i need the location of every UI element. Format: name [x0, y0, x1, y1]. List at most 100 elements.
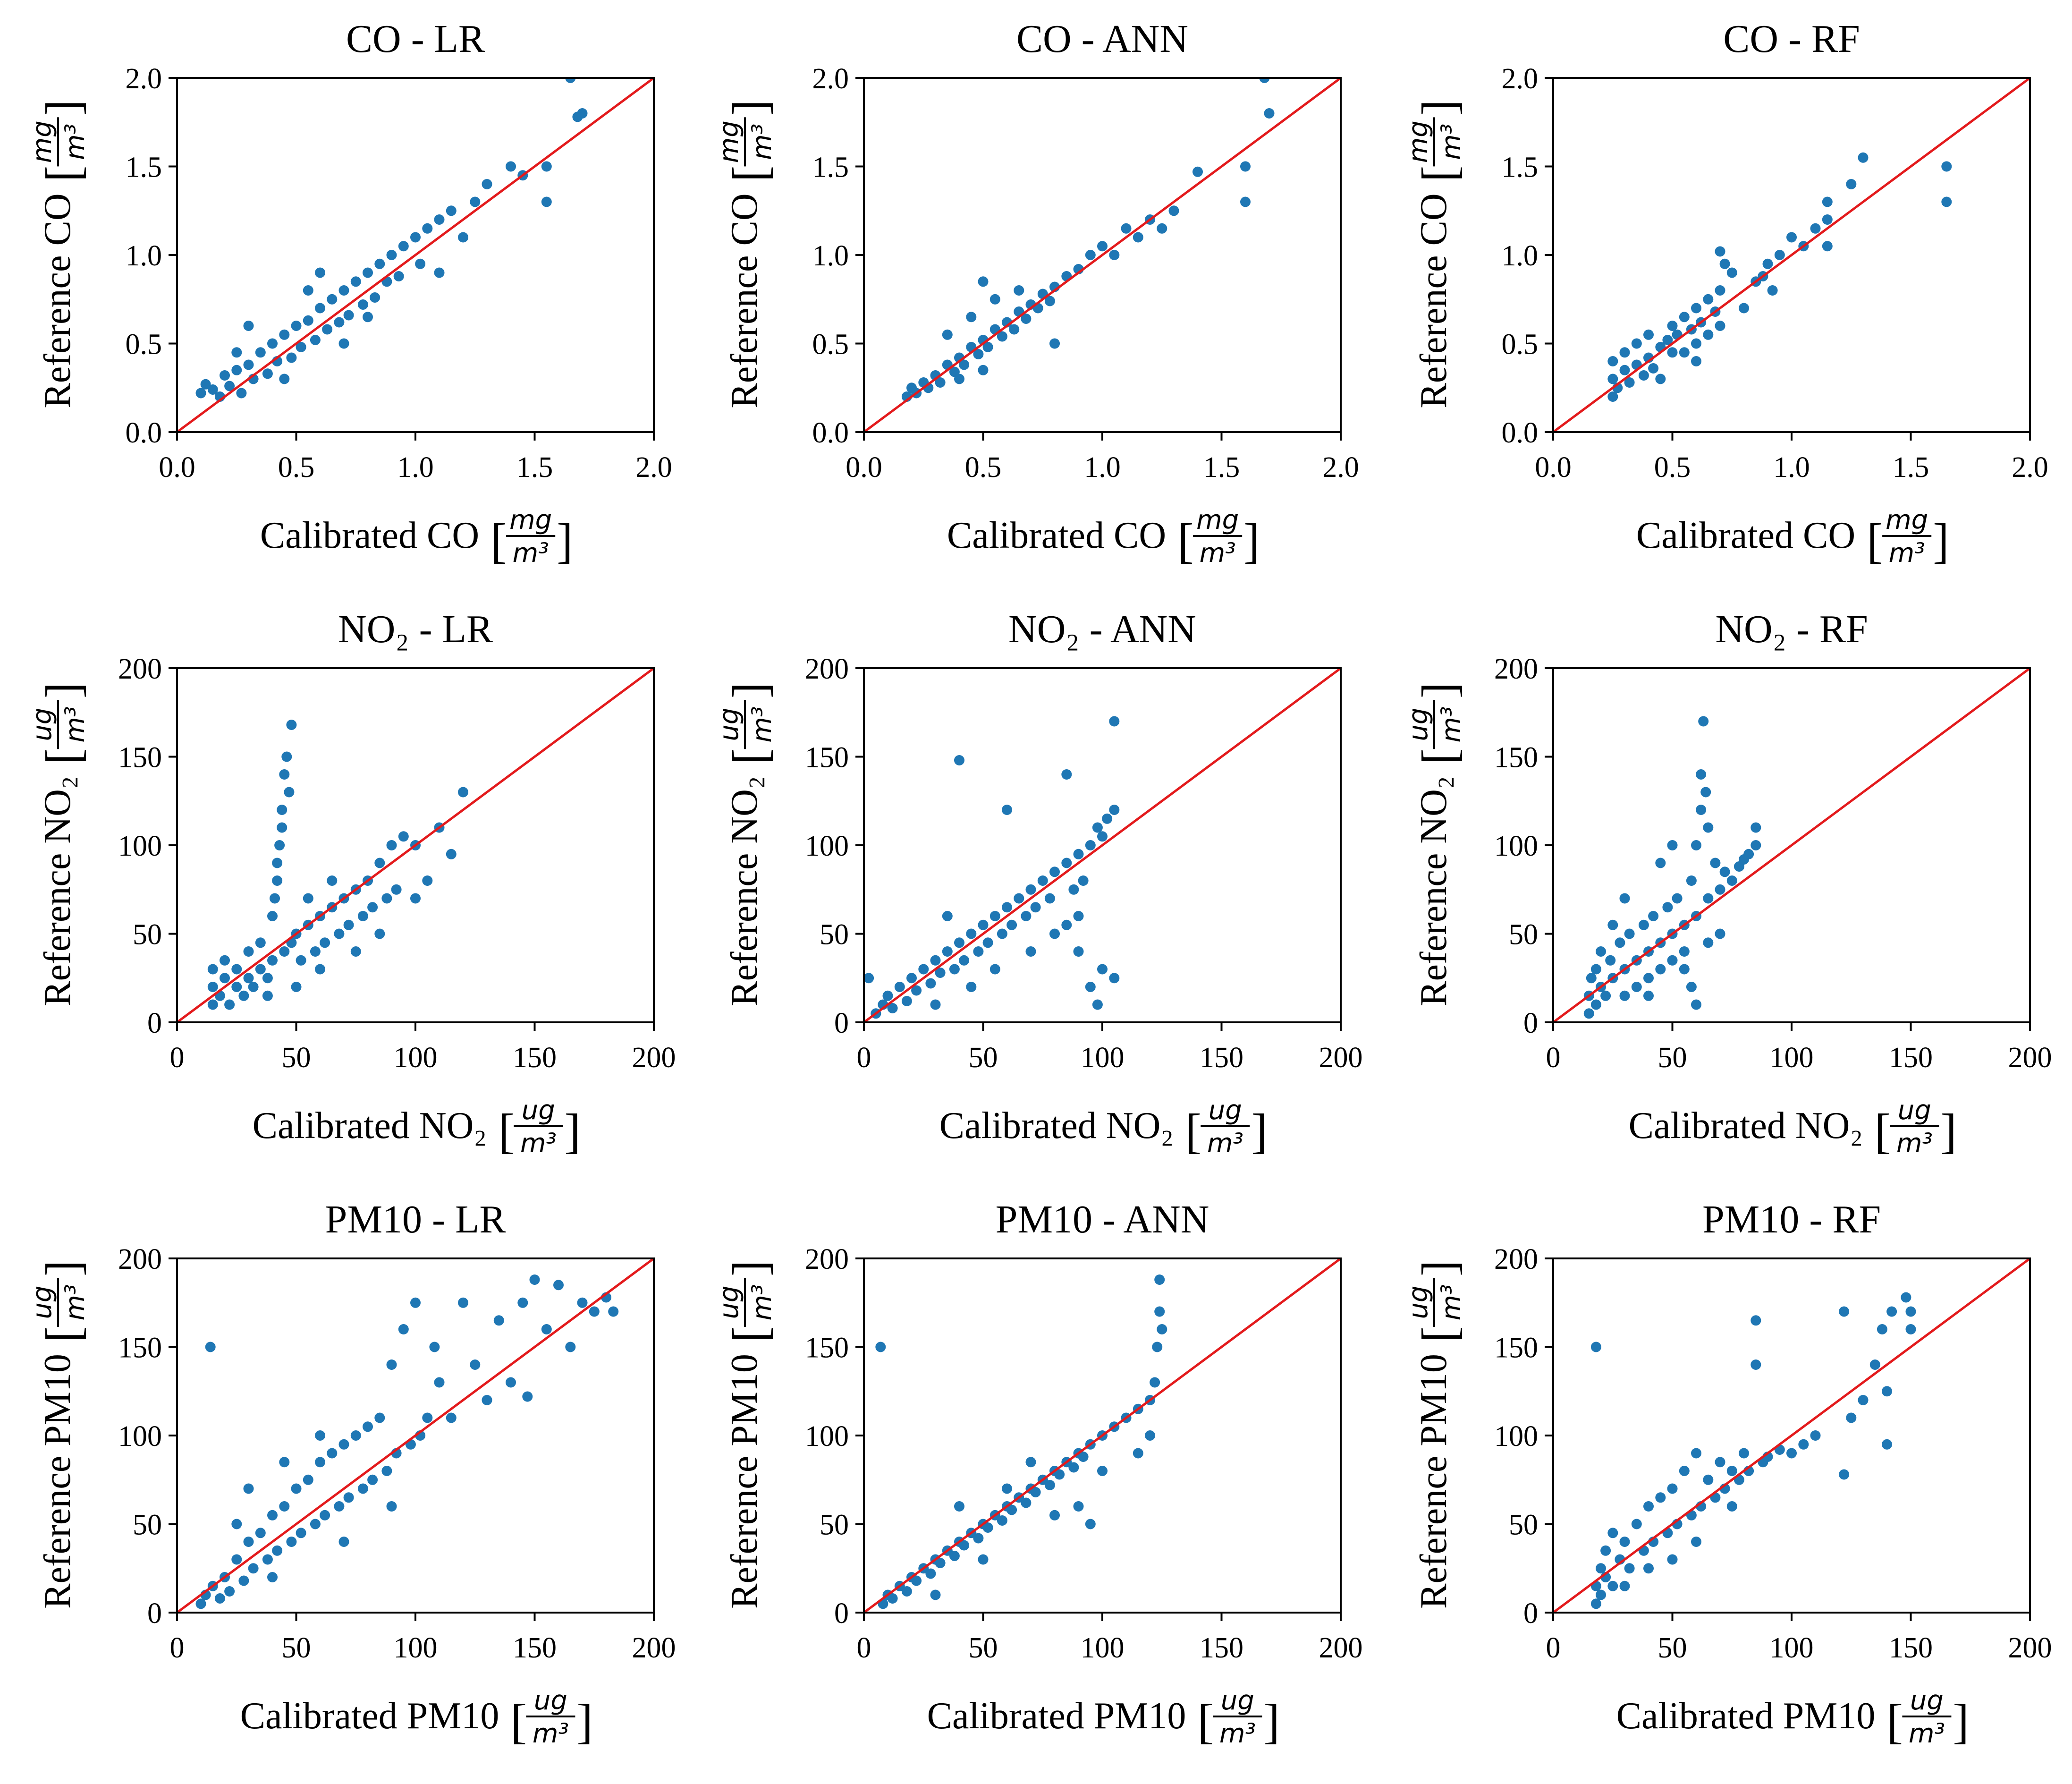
unit-bracket-left: [	[723, 166, 777, 182]
data-point	[1624, 377, 1635, 388]
data-point	[224, 1586, 235, 1597]
data-point	[1858, 152, 1869, 163]
data-point	[1009, 324, 1020, 335]
unit-bracket-right: ]	[557, 514, 573, 568]
unit-numerator: ug	[1910, 1685, 1944, 1716]
data-point	[291, 982, 302, 992]
data-point	[1264, 108, 1275, 119]
data-point	[1667, 347, 1678, 358]
y-tick-label: 50	[1509, 1509, 1538, 1541]
unit-bracket-left: [	[491, 514, 507, 568]
unit-numerator: mg	[1196, 505, 1239, 535]
data-point	[935, 377, 946, 388]
unit-numerator: ug	[1221, 1685, 1254, 1716]
data-point	[1679, 312, 1690, 323]
scatter-points	[875, 1274, 1167, 1609]
data-point	[1662, 335, 1673, 345]
data-point	[1068, 884, 1079, 895]
data-point	[386, 1359, 397, 1370]
y-tick-label: 150	[118, 1332, 162, 1364]
data-point	[1631, 1519, 1642, 1529]
data-point	[320, 937, 330, 948]
data-point	[1662, 902, 1673, 913]
data-point	[236, 388, 247, 399]
data-point	[942, 329, 953, 340]
unit-bracket-right: ]	[723, 100, 777, 116]
data-point	[1726, 267, 1737, 278]
data-point	[310, 946, 321, 957]
data-point	[1021, 911, 1032, 921]
unit-bracket-left: [	[1412, 748, 1466, 765]
x-tick-label: 0.5	[278, 451, 315, 484]
y-tick-label: 50	[133, 1509, 162, 1541]
unit-bracket-right: ]	[723, 1260, 777, 1276]
data-point	[1605, 955, 1616, 966]
unit-bracket-right: ]	[564, 1104, 581, 1158]
data-point	[1703, 893, 1714, 904]
y-axis-label: Reference NO₂ [ug m³]	[1403, 682, 1467, 1006]
unit-bracket-left: [	[498, 1104, 515, 1158]
data-point	[1586, 973, 1597, 984]
unit-bracket-right: ]	[723, 682, 777, 699]
data-point	[1751, 840, 1761, 850]
reference-line	[1553, 78, 2030, 432]
data-point	[1679, 1466, 1690, 1476]
data-point	[1097, 241, 1108, 252]
data-point	[279, 374, 290, 384]
data-point	[930, 1589, 941, 1600]
data-point	[482, 179, 492, 189]
data-point	[1085, 1519, 1096, 1529]
data-point	[1002, 902, 1012, 913]
data-point	[1698, 716, 1709, 727]
subplot-5: NO₂ - RF 0 50 100 150 200 0 50 100 150 200 Calibrat…	[1403, 607, 2052, 1159]
x-tick-label: 200	[632, 1042, 676, 1074]
y-tick-label: 0.0	[812, 417, 849, 449]
data-point	[1882, 1439, 1892, 1450]
data-point	[1025, 1457, 1036, 1468]
data-point	[1619, 365, 1630, 375]
data-point	[1901, 1292, 1911, 1303]
x-tick-label: 100	[1770, 1632, 1814, 1664]
y-tick-label: 0	[147, 1597, 162, 1630]
data-point	[1607, 356, 1618, 366]
data-point	[1798, 1439, 1809, 1450]
data-point	[343, 310, 354, 321]
y-axis-label-text: Reference CO	[37, 193, 78, 408]
data-point	[997, 331, 1007, 342]
unit-bracket-right: ]	[1412, 100, 1466, 116]
data-point	[973, 349, 984, 359]
data-point	[367, 1474, 378, 1485]
data-point	[1703, 937, 1714, 948]
data-point	[1025, 884, 1036, 895]
data-point	[296, 342, 306, 352]
data-point	[470, 196, 481, 207]
data-point	[1710, 858, 1721, 868]
data-point	[989, 964, 1000, 975]
x-tick-label: 50	[282, 1632, 311, 1664]
y-tick-label: 1.5	[812, 152, 849, 184]
data-point	[410, 1297, 421, 1308]
unit-bracket-left: [	[723, 1326, 777, 1342]
data-point	[303, 893, 313, 904]
data-point	[577, 1297, 588, 1308]
x-tick-label: 0.0	[1535, 451, 1572, 484]
x-tick-label: 50	[969, 1632, 998, 1664]
data-point	[1631, 982, 1642, 992]
unit-denominator: m³	[1889, 538, 1925, 569]
data-point	[894, 982, 905, 992]
data-point	[1006, 919, 1017, 930]
y-tick-label: 0.0	[126, 417, 162, 449]
data-point	[231, 365, 242, 375]
x-tick-label: 200	[2008, 1042, 2052, 1074]
unit-bracket-left: [	[1886, 1694, 1903, 1749]
unit-denominator: m³	[60, 124, 91, 160]
unit-bracket-right: ]	[36, 682, 90, 699]
y-axis-label-text: Reference NO₂	[724, 776, 765, 1006]
data-point	[1049, 928, 1060, 939]
data-point	[1696, 769, 1707, 780]
y-tick-label: 1.5	[1502, 152, 1539, 184]
y-tick-label: 2.0	[812, 63, 849, 95]
data-point	[565, 78, 576, 83]
data-point	[334, 928, 345, 939]
